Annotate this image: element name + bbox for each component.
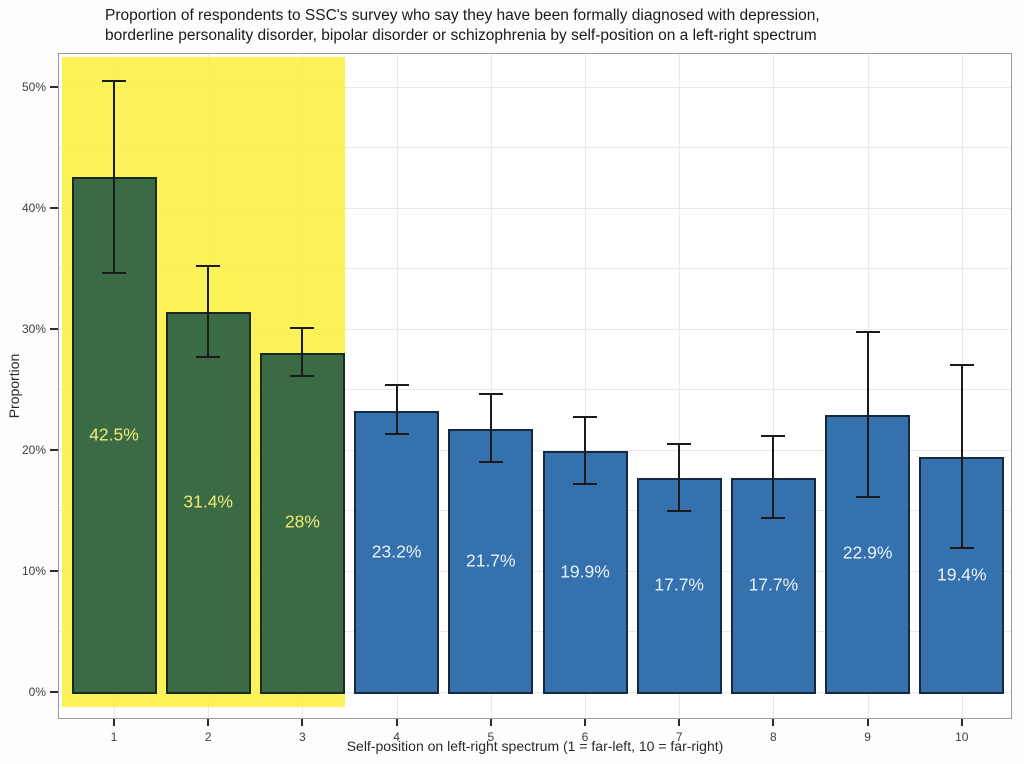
errorbar-cap-top: [761, 435, 786, 438]
y-tick-label: 10%: [21, 563, 46, 578]
y-tick-mark: [50, 206, 58, 209]
bar-value-label: 31.4%: [183, 491, 233, 512]
x-tick-label: 10: [955, 730, 969, 744]
bar-value-label: 23.2%: [371, 541, 422, 562]
bar-value-label: 42.5%: [89, 424, 139, 445]
y-tick-mark: [50, 569, 58, 572]
errorbar-cap-top: [478, 392, 503, 395]
errorbar-cap-bottom: [855, 496, 880, 499]
bar-value-label: 17.7%: [654, 574, 704, 595]
x-tick-label: 5: [487, 730, 495, 744]
errorbar-cap-top: [196, 264, 221, 267]
errorbar-cap-bottom: [573, 482, 597, 485]
x-tick-label: 7: [675, 730, 683, 744]
x-tick-mark: [866, 719, 869, 726]
chart-title-line-2: borderline personality disorder, bipolar…: [105, 26, 817, 44]
gridline-horizontal: [59, 570, 1011, 572]
gridline-horizontal: [59, 268, 1011, 270]
x-tick-mark: [678, 719, 681, 726]
x-tick-mark: [207, 719, 210, 726]
bar: [354, 411, 440, 694]
errorbar-cap-top: [573, 415, 597, 418]
errorbar-line: [489, 392, 492, 464]
bar: [448, 429, 534, 694]
errorbar-line: [301, 327, 304, 378]
errorbar-line: [395, 384, 398, 436]
errorbar-line: [866, 331, 869, 499]
y-tick-mark: [50, 85, 58, 88]
chart-title-line-1: Proportion of respondents to SSC's surve…: [105, 7, 820, 24]
errorbar-line: [113, 80, 115, 275]
y-tick-label: 30%: [21, 321, 46, 336]
x-tick-label: 6: [581, 730, 589, 744]
errorbar-cap-bottom: [384, 433, 409, 436]
y-axis-title: Proportion: [6, 353, 22, 419]
bar-value-label: 17.7%: [748, 574, 799, 595]
y-tick-label: 0%: [28, 685, 46, 699]
errorbar-cap-top: [667, 442, 692, 445]
gridline-horizontal: [59, 147, 1011, 149]
bar-value-label: 21.7%: [465, 550, 516, 571]
errorbar-cap-bottom: [949, 547, 974, 550]
gridline-vertical: [773, 54, 775, 718]
x-tick-mark: [772, 719, 775, 726]
errorbar-cap-bottom: [102, 272, 126, 275]
errorbar-line: [678, 442, 681, 512]
y-tick-label: 40%: [21, 200, 46, 215]
y-tick-mark: [50, 691, 58, 693]
gridline-horizontal: [59, 86, 1011, 88]
bar-value-label: 19.4%: [936, 564, 987, 585]
x-tick-mark: [960, 719, 963, 726]
errorbar-cap-bottom: [667, 509, 692, 512]
errorbar-cap-bottom: [196, 355, 221, 358]
errorbar-line: [584, 415, 586, 485]
y-tick-label: 20%: [21, 442, 46, 457]
x-tick-mark: [395, 719, 398, 726]
gridline-horizontal: [59, 207, 1011, 209]
errorbar-cap-bottom: [290, 375, 315, 378]
gridline-horizontal: [59, 510, 1011, 512]
gridline-vertical: [490, 54, 492, 718]
x-tick-mark: [301, 719, 304, 726]
x-tick-label: 4: [393, 730, 400, 744]
errorbar-line: [772, 435, 775, 519]
gridline-horizontal: [59, 449, 1011, 451]
x-tick-label: 2: [204, 730, 212, 744]
gridline-horizontal: [59, 328, 1011, 330]
errorbar-cap-top: [290, 327, 315, 330]
errorbar-cap-top: [949, 363, 974, 366]
errorbar-cap-bottom: [761, 516, 786, 519]
x-tick-mark: [113, 719, 115, 726]
x-axis-title: Self-position on left-right spectrum (1 …: [346, 738, 724, 754]
x-tick-label: 3: [299, 730, 306, 744]
bar-value-label: 19.9%: [560, 561, 610, 581]
errorbar-cap-top: [384, 384, 409, 387]
gridline-horizontal: [59, 631, 1011, 633]
errorbar-line: [960, 363, 963, 550]
bar-value-label: 22.9%: [842, 542, 893, 563]
bar: [259, 352, 345, 694]
bar: [542, 451, 628, 694]
gridline-vertical: [585, 54, 586, 718]
x-tick-mark: [489, 719, 492, 726]
bar: [636, 477, 722, 694]
y-tick-mark: [50, 327, 58, 330]
x-tick-label: 9: [864, 730, 871, 744]
errorbar-line: [207, 264, 210, 358]
x-tick-mark: [584, 719, 586, 726]
errorbar-cap-bottom: [478, 461, 503, 464]
errorbar-cap-top: [855, 331, 880, 334]
x-tick-label: 8: [770, 730, 777, 744]
y-tick-label: 50%: [21, 79, 46, 94]
chart-title: Proportion of respondents to SSC's surve…: [105, 6, 985, 45]
errorbar-cap-top: [102, 80, 126, 83]
bar-value-label: 28%: [284, 511, 320, 532]
gridline-horizontal: [59, 389, 1011, 391]
gridline-horizontal: [59, 692, 1011, 693]
y-tick-mark: [50, 448, 58, 451]
x-tick-label: 1: [110, 730, 118, 744]
gridline-vertical: [679, 54, 681, 718]
